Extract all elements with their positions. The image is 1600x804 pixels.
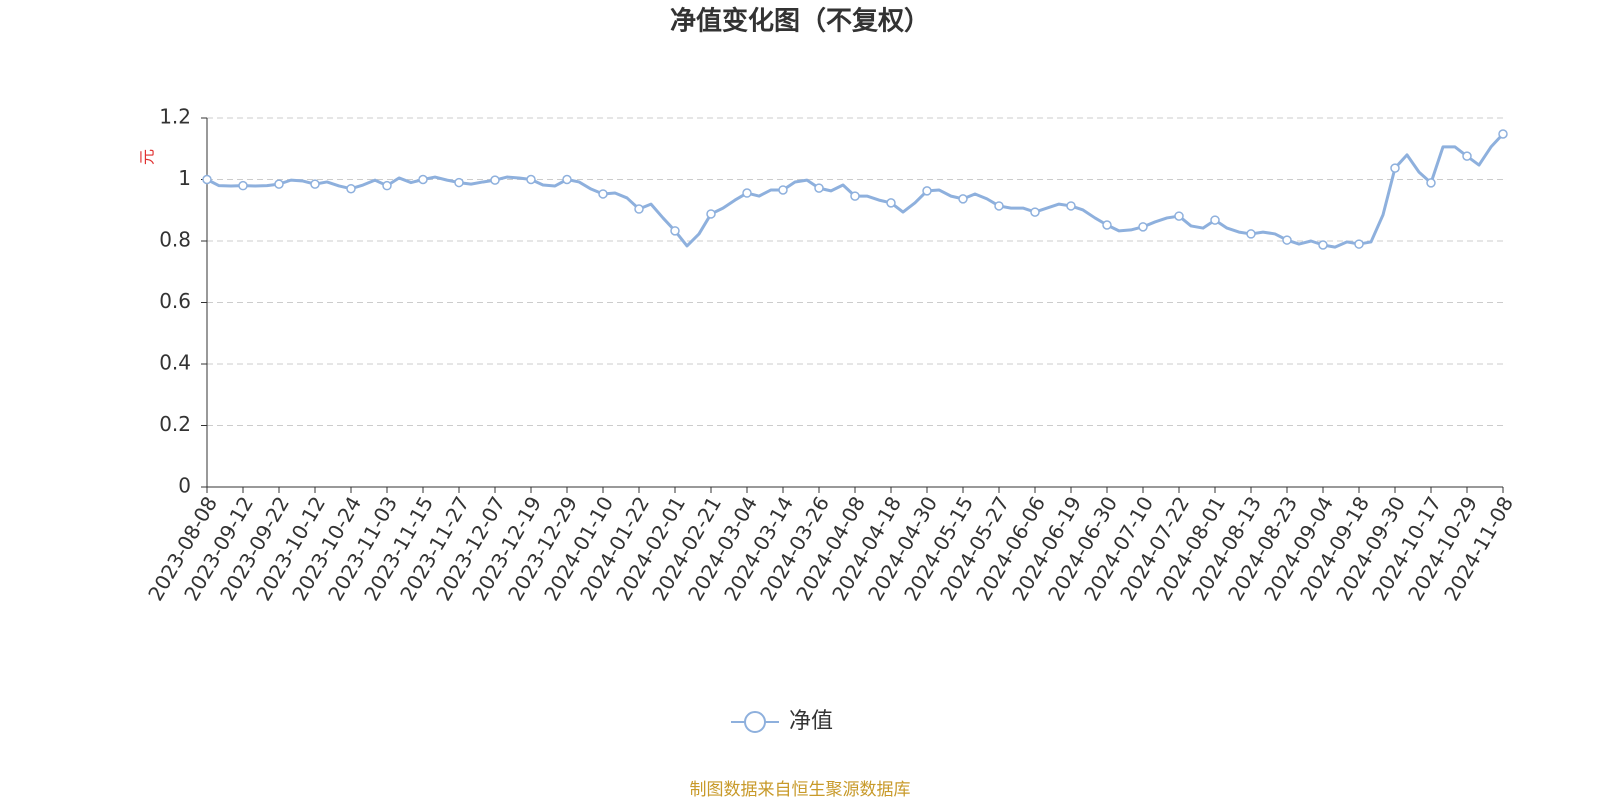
y-tick-label: 1.2 [159, 105, 191, 129]
y-tick-label: 0.4 [159, 351, 191, 375]
chart-title: 净值变化图（不复权） [670, 6, 930, 37]
point [526, 174, 536, 185]
legend-marker [744, 711, 766, 733]
point [886, 198, 896, 208]
point [274, 179, 284, 189]
point [238, 180, 248, 191]
point [1282, 235, 1292, 245]
point [778, 185, 788, 195]
y-tick-label: 0.8 [159, 228, 191, 252]
point [490, 175, 500, 185]
point [454, 177, 464, 188]
point [598, 189, 608, 199]
point [1030, 207, 1040, 217]
point [850, 191, 860, 201]
point [1354, 239, 1364, 249]
point [1462, 151, 1472, 161]
point [1426, 178, 1436, 188]
line [206, 132, 1505, 249]
point [346, 183, 356, 194]
point [1390, 163, 1400, 173]
y-axis-label: 元 [138, 149, 157, 165]
point [922, 186, 932, 196]
point [382, 180, 392, 191]
point [814, 183, 824, 193]
point [1174, 211, 1184, 221]
point [1246, 229, 1256, 239]
point [670, 226, 680, 236]
point [1498, 129, 1508, 139]
point [634, 204, 644, 214]
point [1138, 222, 1148, 232]
point [706, 209, 716, 219]
point [994, 201, 1004, 211]
point [1066, 201, 1076, 211]
legend-label: 净值 [789, 709, 833, 734]
source-note: 制图数据来自恒生聚源数据库 [690, 780, 911, 800]
point [562, 174, 572, 185]
point [1102, 220, 1112, 230]
point [1318, 240, 1328, 250]
y-tick-label: 0.6 [159, 289, 191, 313]
point [310, 179, 320, 189]
point [958, 194, 968, 204]
point [742, 188, 752, 198]
point [418, 174, 428, 185]
y-tick-label: 0.2 [159, 412, 191, 436]
point [1210, 215, 1220, 225]
y-tick-label: 1 [178, 166, 191, 190]
point [202, 174, 212, 185]
y-tick-label: 0 [178, 474, 191, 498]
